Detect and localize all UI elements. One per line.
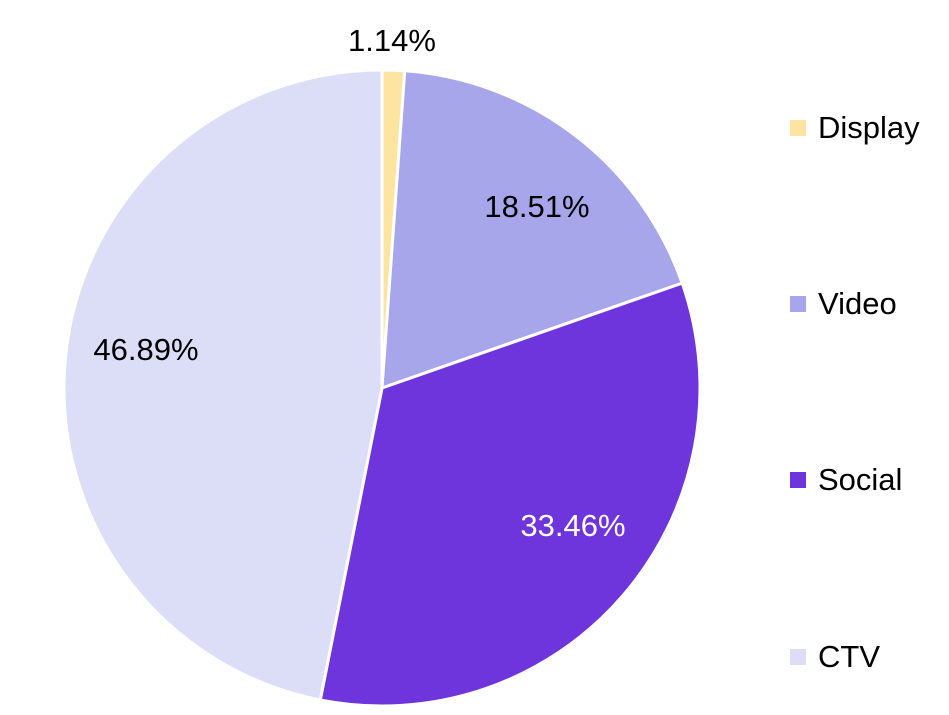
legend-item-ctv: CTV [790, 637, 880, 677]
data-label-ctv: 46.89% [93, 332, 198, 367]
legend-item-social: Social [790, 460, 902, 500]
legend-label-display: Display [818, 110, 920, 145]
pie-slice-social [318, 281, 702, 708]
data-label-social: 33.46% [520, 508, 625, 543]
legend-item-video: Video [790, 284, 897, 324]
legend-swatch-video [790, 296, 806, 312]
legend-label-social: Social [818, 462, 903, 497]
legend-label-ctv: CTV [818, 639, 880, 674]
legend-swatch-social [790, 472, 806, 488]
legend-swatch-ctv [790, 649, 806, 665]
data-label-video: 18.51% [484, 189, 589, 224]
pie-slice-ctv [62, 68, 384, 702]
legend-item-display: Display [790, 108, 920, 148]
legend-swatch-display [790, 120, 806, 136]
data-label-display: 1.14% [348, 23, 436, 58]
legend-label-video: Video [818, 286, 897, 321]
